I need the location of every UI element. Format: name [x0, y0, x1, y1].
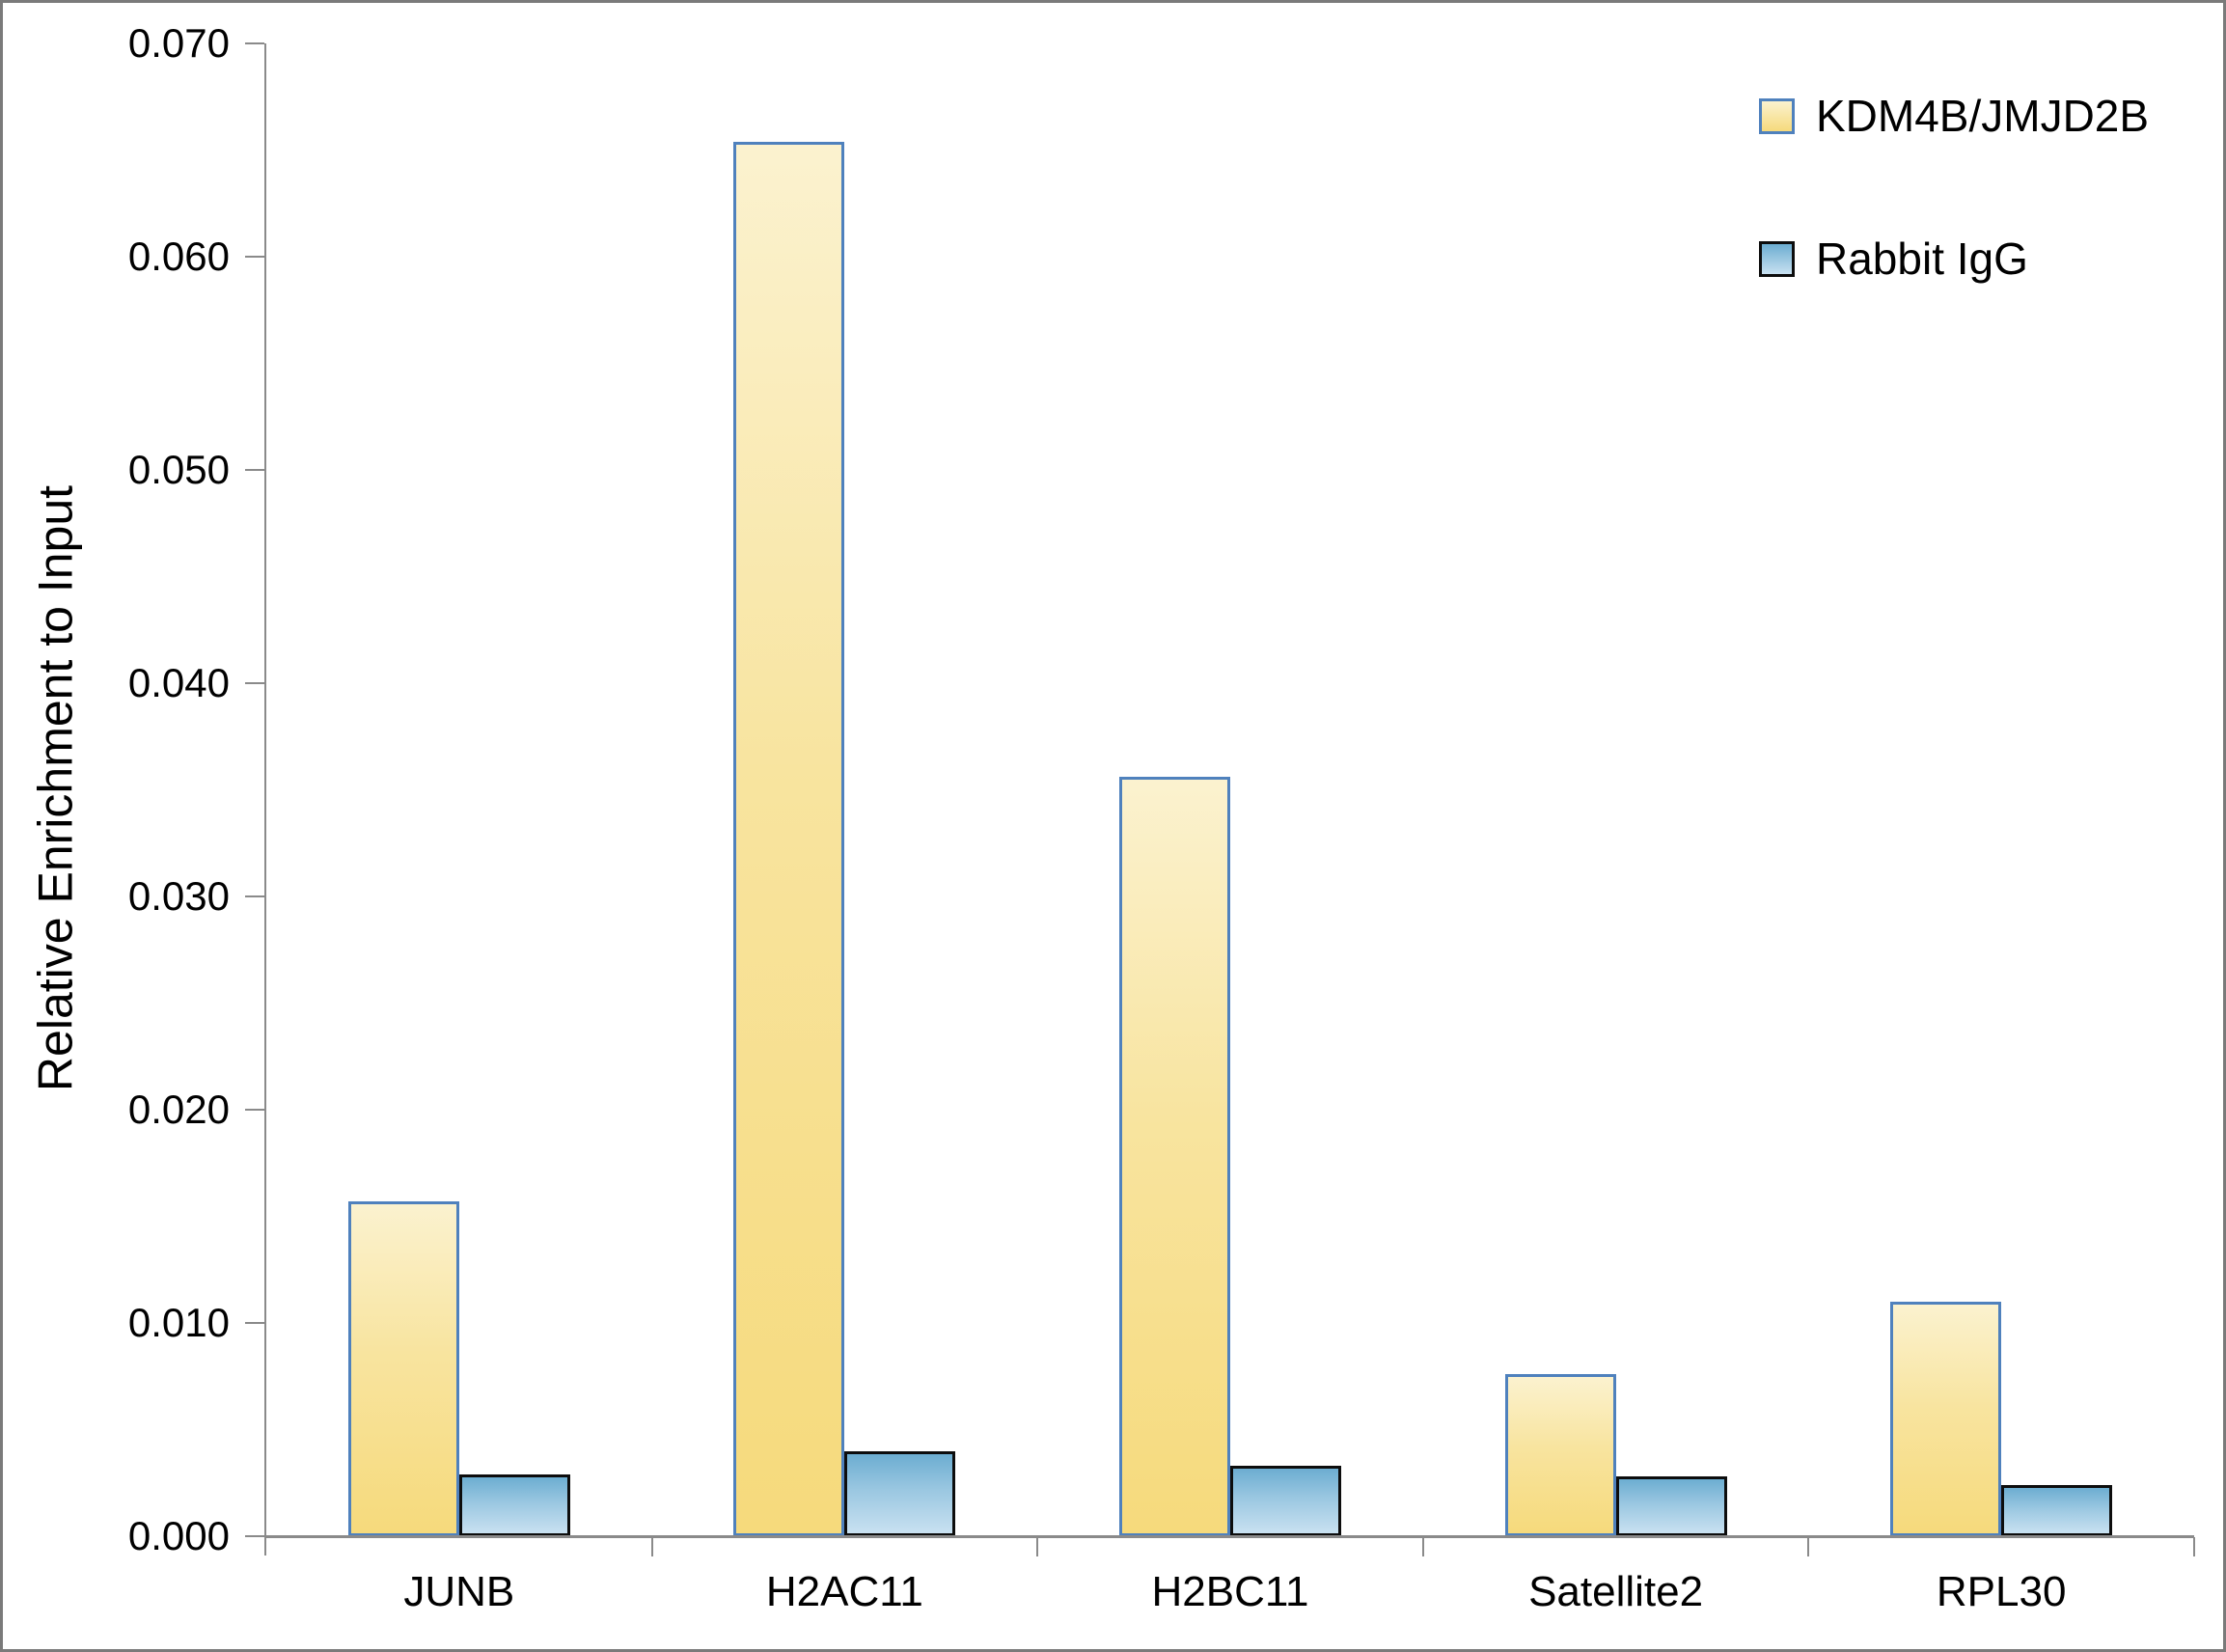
legend-swatch-icon — [1759, 97, 1795, 134]
legend-item: KDM4B/JMJD2B — [1759, 90, 2149, 142]
y-axis-tick-label: 0.000 — [127, 1513, 230, 1558]
bar-kdm4b-jmjd2b-rpl30 — [1890, 1302, 2002, 1536]
y-axis-line — [264, 43, 266, 1556]
bar-kdm4b-jmjd2b-junb — [347, 1201, 459, 1536]
bar-kdm4b-jmjd2b-h2ac11 — [733, 142, 845, 1536]
x-axis-line — [264, 1535, 2194, 1538]
y-axis-tick — [245, 1109, 264, 1111]
x-axis-label-junb: JUNB — [403, 1568, 515, 1615]
bar-rabbit-igg-h2ac11 — [844, 1451, 956, 1536]
x-axis-label-satellite2: Satellite2 — [1528, 1568, 1704, 1615]
y-axis-tick — [245, 1322, 264, 1324]
y-axis-tick-label: 0.030 — [127, 873, 230, 919]
legend-label: KDM4B/JMJD2B — [1816, 91, 2150, 141]
bar-rabbit-igg-h2bc11 — [1230, 1466, 1341, 1536]
y-axis-tick — [245, 1535, 264, 1537]
plot-area: 0.000 0.010 0.020 0.030 0.040 0.050 0.060 0.070 — [128, 23, 2195, 1556]
y-axis-tick-label: 0.070 — [127, 20, 230, 66]
y-axis-tick — [245, 469, 264, 471]
x-axis-tick — [650, 1537, 653, 1556]
bar-kdm4b-jmjd2b-satellite2 — [1504, 1374, 1616, 1536]
y-axis-tick — [245, 895, 264, 897]
legend-label: Rabbit IgG — [1816, 234, 2028, 284]
x-axis-tick — [1036, 1537, 1039, 1556]
y-axis-tick-label: 0.050 — [127, 447, 230, 492]
x-axis-tick — [1807, 1537, 1810, 1556]
y-axis-tick-label: 0.020 — [127, 1087, 230, 1132]
x-axis-label-rpl30: RPL30 — [1936, 1568, 2067, 1615]
bar-rabbit-igg-rpl30 — [2001, 1485, 2113, 1536]
bar-rabbit-igg-junb — [458, 1474, 570, 1536]
x-axis-label-h2bc11: H2BC11 — [1151, 1568, 1309, 1615]
legend-item: Rabbit IgG — [1759, 233, 2149, 285]
x-axis-label-h2ac11: H2AC11 — [765, 1568, 923, 1615]
x-axis-tick — [1421, 1537, 1424, 1556]
y-axis-tick — [245, 256, 264, 258]
y-axis-tick — [245, 682, 264, 684]
y-axis-tick-label: 0.040 — [127, 660, 230, 705]
y-axis-tick-label: 0.010 — [127, 1300, 230, 1345]
bar-kdm4b-jmjd2b-h2bc11 — [1119, 777, 1230, 1536]
y-axis-tick — [245, 42, 264, 44]
legend: KDM4B/JMJD2B Rabbit IgG — [1759, 90, 2149, 285]
y-axis-tick-label: 0.060 — [127, 234, 230, 279]
bar-rabbit-igg-satellite2 — [1615, 1476, 1727, 1536]
legend-swatch-icon — [1759, 240, 1795, 277]
x-axis-tick — [2193, 1537, 2195, 1556]
